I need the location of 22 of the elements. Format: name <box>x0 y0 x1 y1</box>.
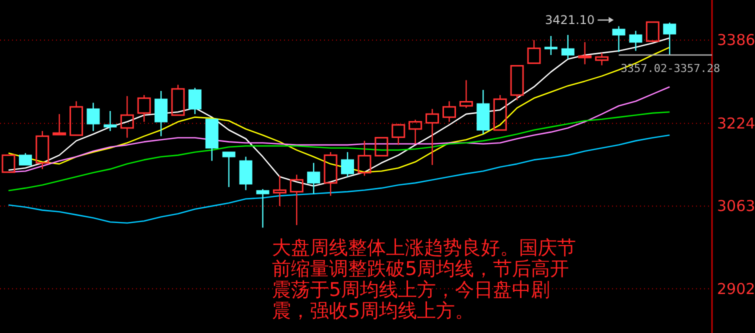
candlestick <box>272 175 286 207</box>
candlestick <box>86 102 100 132</box>
candlestick <box>239 156 252 191</box>
y-tick-label: 3224 <box>717 114 755 132</box>
line-series <box>8 134 670 224</box>
candlestick <box>595 52 609 66</box>
candlestick <box>290 174 304 226</box>
candlestick <box>629 30 642 52</box>
y-tick-label: 3386 <box>717 31 755 50</box>
y-tick-label: 2902 <box>717 280 755 298</box>
line-series <box>8 111 670 192</box>
candlestick <box>307 162 320 194</box>
candlestick <box>612 26 626 53</box>
candlestick <box>120 95 134 138</box>
annotation: 3421.10 <box>545 13 595 28</box>
candlestick <box>442 100 456 122</box>
candlestick <box>104 110 117 132</box>
candlestick <box>426 108 440 166</box>
annotation: 大盘周线整体上涨趋势良好。国庆节前缩量调整跌破5周均线，节后高开震荡于5周均线上方，今日盘中剧震，强收5周均线上方。 <box>272 237 577 322</box>
candlestick <box>408 119 422 144</box>
candlestick <box>459 80 473 109</box>
y-tick-label: 3063 <box>717 197 755 216</box>
